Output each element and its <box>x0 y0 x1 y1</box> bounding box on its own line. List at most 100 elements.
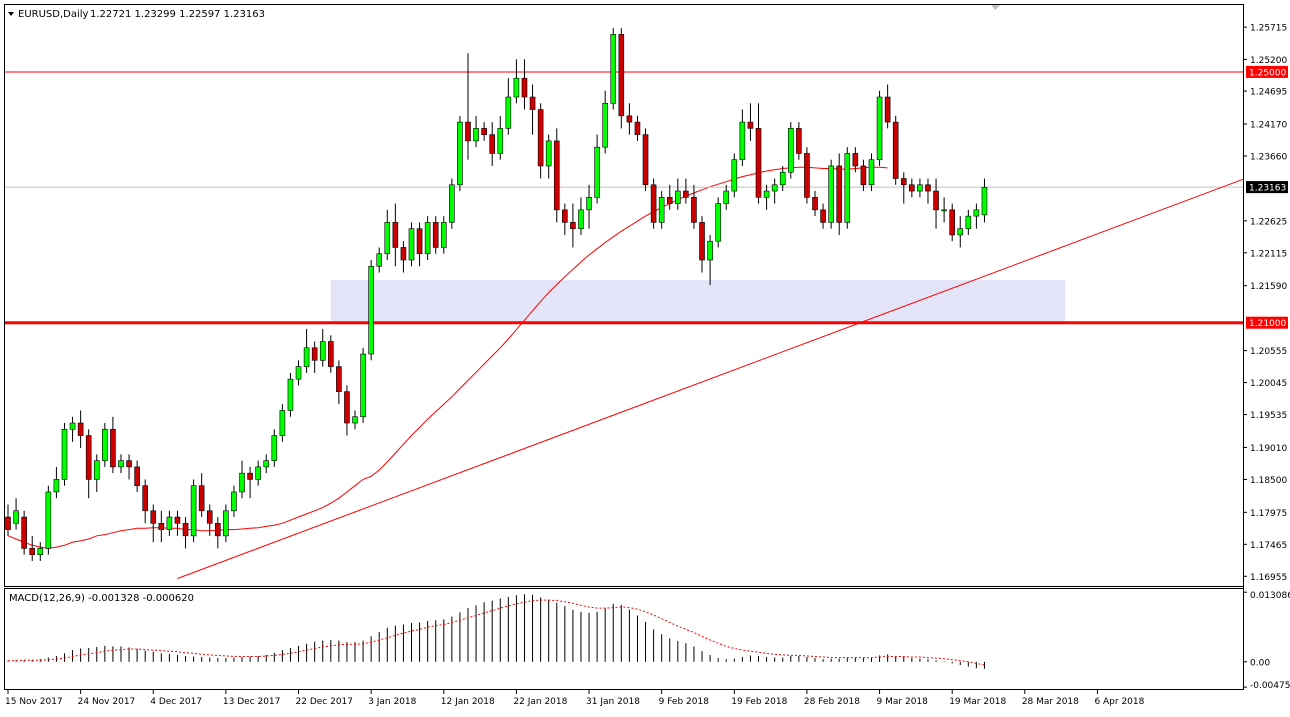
candle <box>739 109 746 166</box>
candle-body <box>392 222 399 248</box>
candle <box>69 416 76 442</box>
candle-body <box>521 77 528 98</box>
candle <box>424 216 431 261</box>
candle-body <box>747 121 754 129</box>
level-price-tag <box>1246 65 1288 78</box>
candle <box>763 184 770 210</box>
candle-body <box>683 190 689 198</box>
price-tick-label: 1.17465 <box>1250 541 1287 551</box>
candle-body <box>731 159 738 192</box>
candle <box>352 410 358 430</box>
candle <box>836 153 843 235</box>
candle <box>215 517 221 549</box>
candle <box>796 122 802 160</box>
candle <box>279 404 286 442</box>
candle-body <box>449 184 455 223</box>
candle <box>650 178 657 229</box>
candle <box>610 28 617 110</box>
candle-body <box>779 171 786 186</box>
candle-body <box>763 190 770 198</box>
price-tick-label: 1.20045 <box>1250 379 1287 389</box>
candle <box>868 153 875 192</box>
candle-body <box>158 523 165 530</box>
price-tick-label: 1.19010 <box>1250 444 1287 454</box>
candle <box>755 103 762 204</box>
candle-body <box>650 184 657 223</box>
price-tick-label: 1.20555 <box>1250 347 1287 357</box>
candle-body <box>973 209 980 217</box>
candle-body <box>691 197 697 223</box>
candle-body <box>239 472 245 493</box>
candle-body <box>820 209 826 223</box>
candle-body <box>37 548 44 555</box>
candle <box>957 216 964 248</box>
candle <box>271 429 278 467</box>
candle-body <box>368 265 374 355</box>
candle-body <box>892 121 899 179</box>
candle <box>941 197 947 223</box>
candle <box>909 178 915 198</box>
candle <box>642 128 649 192</box>
candle <box>521 59 528 110</box>
date-tick-label: 6 Apr 2018 <box>1094 697 1144 707</box>
candle <box>683 178 689 204</box>
candle-body <box>5 516 11 530</box>
candle-body <box>376 253 383 267</box>
candle-body <box>852 153 859 167</box>
candle-body <box>626 115 633 123</box>
candle-body <box>658 197 665 223</box>
date-tick-label: 13 Dec 2017 <box>223 697 281 707</box>
candle <box>553 128 560 223</box>
price-tick-label: 1.19535 <box>1250 411 1287 421</box>
candle <box>37 542 44 561</box>
candle-body <box>570 222 576 229</box>
candle <box>562 203 568 235</box>
candle <box>190 479 197 543</box>
candle <box>787 122 794 179</box>
candle-body <box>675 190 681 204</box>
date-tick-label: 19 Mar 2018 <box>949 697 1006 707</box>
candle <box>223 504 229 543</box>
symbol-dropdown-icon[interactable] <box>8 12 14 16</box>
candle-body <box>61 428 68 480</box>
candle <box>658 191 665 229</box>
candle <box>578 197 584 235</box>
candle <box>457 115 463 192</box>
candle-body <box>29 548 36 555</box>
candle <box>513 59 520 104</box>
date-tick-label: 9 Mar 2018 <box>877 697 929 707</box>
candle-body <box>529 96 536 110</box>
level-price-tag-label: 1.21000 <box>1249 319 1286 329</box>
candle-body <box>707 240 713 261</box>
support-zone <box>330 280 1066 323</box>
date-tick-label: 31 Jan 2018 <box>586 697 640 707</box>
candle-body <box>933 190 939 211</box>
candle-body <box>578 209 584 229</box>
candle <box>432 216 439 254</box>
candle <box>368 260 374 361</box>
candle-body <box>424 222 431 255</box>
candle-body <box>868 159 875 186</box>
candle-body <box>416 228 423 255</box>
candle <box>110 416 116 474</box>
candle <box>634 115 641 141</box>
candle <box>206 504 213 536</box>
price-tick-label: 1.23660 <box>1250 152 1287 162</box>
candle <box>812 191 818 217</box>
candle-body <box>408 228 415 261</box>
candle-body <box>255 466 261 480</box>
candle-body <box>102 428 108 461</box>
candle <box>408 222 415 267</box>
candle <box>481 122 487 141</box>
shift-marker-icon[interactable] <box>991 5 1000 10</box>
date-tick-label: 28 Mar 2018 <box>1022 697 1079 707</box>
candle-body <box>634 121 641 135</box>
candle-body <box>174 516 181 524</box>
candle-body <box>231 491 237 512</box>
candle-body <box>900 178 907 186</box>
candle <box>691 184 697 229</box>
candle-body <box>440 222 447 248</box>
candle-body <box>876 96 883 161</box>
